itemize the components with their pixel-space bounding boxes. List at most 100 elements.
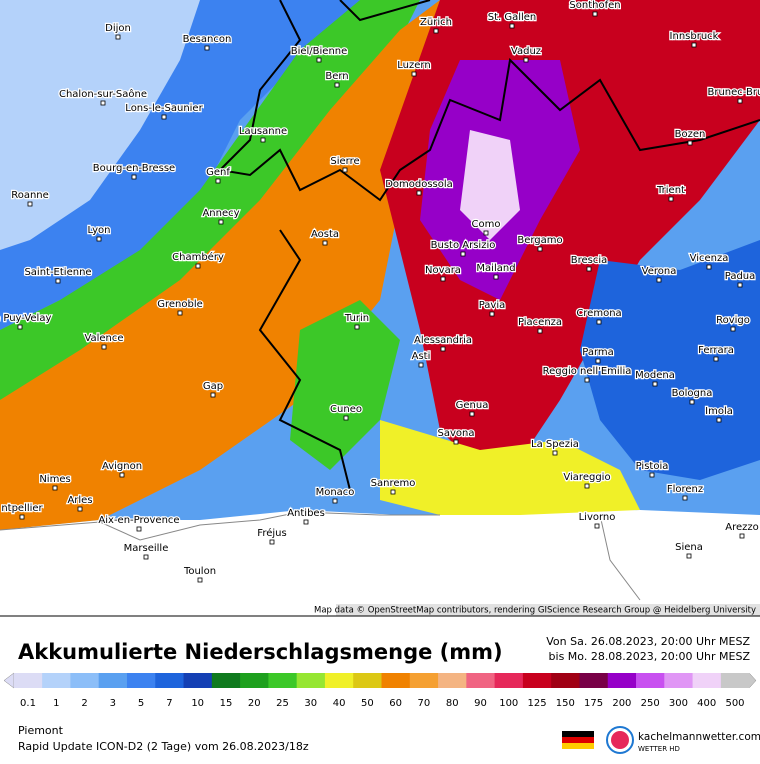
- map-background: [0, 0, 760, 615]
- scale-swatch: [381, 673, 411, 688]
- scale-swatch: [494, 673, 524, 688]
- scale-swatch: [183, 673, 213, 688]
- city-label: Asti: [412, 351, 431, 362]
- city-marker: [332, 498, 338, 504]
- scale-label: 15: [220, 698, 233, 709]
- city-marker: [101, 344, 107, 350]
- city-label: Marseille: [124, 543, 169, 554]
- scale-swatch: [636, 673, 665, 688]
- city-marker: [119, 472, 125, 478]
- city-marker: [596, 319, 602, 325]
- scale-swatch: [466, 673, 496, 688]
- city-marker: [686, 553, 692, 559]
- city-marker: [354, 324, 360, 330]
- city-marker: [52, 485, 58, 491]
- city-label: Imola: [705, 406, 733, 417]
- city-marker: [210, 392, 216, 398]
- city-marker: [440, 346, 446, 352]
- city-marker: [19, 514, 25, 520]
- city-label: Ferrara: [698, 345, 734, 356]
- city-label: Nimes: [39, 474, 70, 485]
- city-label: Besancon: [183, 34, 232, 45]
- region: Piemont: [18, 724, 64, 737]
- scale-label: 80: [446, 698, 459, 709]
- city-marker: [343, 415, 349, 421]
- brand-sub: WETTER HD: [638, 745, 680, 753]
- scale-swatch: [607, 673, 637, 688]
- city-marker: [687, 140, 693, 146]
- city-label: Como: [472, 219, 501, 230]
- scale-swatch: [70, 673, 100, 688]
- city-label: La Spezia: [531, 439, 579, 450]
- city-label: Vaduz: [511, 46, 541, 57]
- city-label: Zürich: [420, 17, 452, 28]
- city-label: Saint-Etienne: [24, 267, 91, 278]
- scale-swatch: [409, 673, 439, 688]
- city-label: ntpellier: [1, 503, 43, 514]
- period-from: Von Sa. 26.08.2023, 20:00 Uhr MESZ: [546, 635, 750, 648]
- city-marker: [682, 495, 688, 501]
- city-marker: [584, 377, 590, 383]
- city-label: Avignon: [102, 461, 142, 472]
- city-label: Rovigo: [716, 315, 750, 326]
- city-marker: [469, 411, 475, 417]
- city-label: Pistoia: [636, 461, 669, 472]
- city-marker: [131, 174, 137, 180]
- city-marker: [418, 362, 424, 368]
- city-marker: [453, 439, 459, 445]
- scale-label: 60: [389, 698, 402, 709]
- scale-swatch: [324, 673, 354, 688]
- city-label: Brescia: [571, 255, 608, 266]
- city-marker: [460, 251, 466, 257]
- city-marker: [269, 539, 275, 545]
- scale-arrow-right: [748, 672, 757, 689]
- city-marker: [322, 240, 328, 246]
- city-label: Trient: [656, 185, 685, 196]
- city-label: Cremona: [576, 308, 621, 319]
- city-label: Grenoble: [157, 299, 203, 310]
- city-label: Chalon-sur-Saône: [59, 88, 147, 100]
- scale-label: 250: [641, 698, 660, 709]
- legend-title: Akkumulierte Niederschlagsmenge (mm): [18, 640, 503, 664]
- city-marker: [204, 45, 210, 51]
- scale-swatch: [664, 673, 694, 688]
- scale-swatch: [551, 673, 580, 688]
- city-marker: [493, 274, 499, 280]
- city-label: Antibes: [287, 508, 325, 519]
- city-label: Vicenza: [690, 253, 729, 264]
- city-marker: [215, 178, 221, 184]
- city-label: Viareggio: [563, 472, 610, 483]
- city-marker: [218, 219, 224, 225]
- scale-swatch: [720, 673, 750, 688]
- scale-label: 100: [499, 698, 518, 709]
- city-marker: [260, 137, 266, 143]
- city-marker: [342, 167, 348, 173]
- city-label: Fréjus: [257, 527, 286, 539]
- city-marker: [537, 246, 543, 252]
- scale-swatch: [240, 673, 269, 688]
- city-label: Genf: [206, 167, 230, 178]
- scale-swatch: [692, 673, 722, 688]
- city-marker: [55, 278, 61, 284]
- city-label: Domodossola: [385, 179, 453, 190]
- city-marker: [537, 328, 543, 334]
- city-label: Roanne: [11, 190, 49, 201]
- city-label: Bozen: [675, 129, 706, 140]
- city-marker: [586, 266, 592, 272]
- city-label: Lyon: [87, 225, 110, 236]
- city-label: Gap: [203, 381, 223, 392]
- city-label: Brunec-Bruni: [708, 87, 760, 98]
- city-label: Chambéry: [172, 251, 224, 263]
- scale-swatch: [579, 673, 609, 688]
- city-marker: [489, 311, 495, 317]
- city-marker: [433, 28, 439, 34]
- city-label: Sonthofen: [569, 0, 620, 11]
- city-label: Genua: [456, 400, 489, 411]
- city-label: Reggio nell'Emilia: [543, 366, 632, 377]
- city-label: Valence: [84, 333, 123, 344]
- scale-label: 25: [276, 698, 289, 709]
- scale-swatch: [42, 673, 71, 688]
- scale-swatch: [353, 673, 382, 688]
- model-info: Rapid Update ICON-D2 (2 Tage) vom 26.08.…: [18, 740, 309, 753]
- attribution: Map data © OpenStreetMap contributors, r…: [314, 606, 756, 616]
